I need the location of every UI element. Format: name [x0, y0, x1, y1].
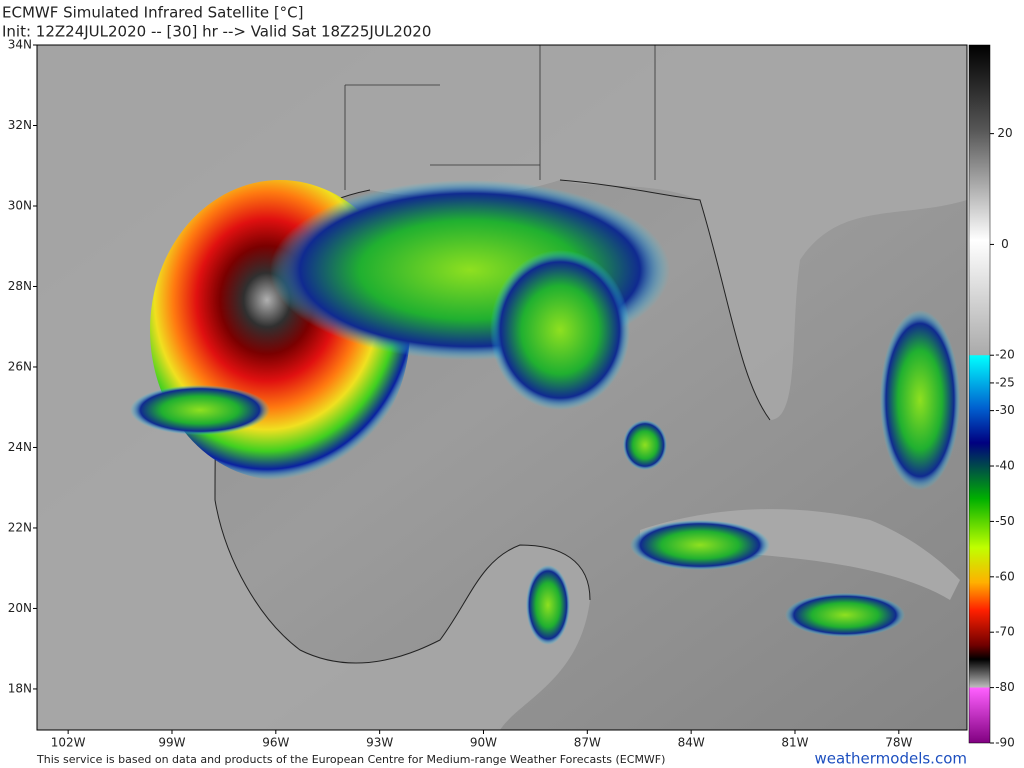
map-frame	[36, 44, 968, 731]
lat-label: 30N	[8, 198, 32, 212]
map-image	[37, 45, 967, 730]
lon-label: 81W	[781, 736, 808, 750]
colorbar-label: -70	[995, 625, 1015, 639]
colorbar-label: -60	[995, 569, 1015, 583]
lon-label: 93W	[366, 736, 393, 750]
colorbar-label: -90	[995, 736, 1015, 750]
lat-label: 24N	[8, 440, 32, 454]
colorbar-label: -25	[995, 375, 1015, 389]
lat-label: 18N	[8, 681, 32, 695]
lat-label: 28N	[8, 279, 32, 293]
credit: This service is based on data and produc…	[36, 753, 665, 766]
title: ECMWF Simulated Infrared Satellite [°C]	[2, 4, 304, 22]
cloud-band	[526, 565, 570, 645]
lat-label: 22N	[8, 520, 32, 534]
state-borders	[344, 45, 656, 190]
colorbar-label: 0	[1001, 237, 1009, 251]
lat-label: 20N	[8, 601, 32, 615]
colorbar	[968, 44, 991, 744]
colorbar-label: -20	[995, 348, 1015, 362]
colorbar-label: 20	[997, 126, 1012, 140]
cloud-band	[630, 520, 770, 570]
lon-label: 102W	[51, 736, 86, 750]
lat-label: 32N	[8, 118, 32, 132]
colorbar-label: -80	[995, 680, 1015, 694]
colorbar-label: -40	[995, 459, 1015, 473]
cloud-band	[785, 593, 905, 637]
lon-label: 78W	[885, 736, 912, 750]
lat-label: 26N	[8, 359, 32, 373]
lon-label: 87W	[574, 736, 601, 750]
colorbar-label: -50	[995, 514, 1015, 528]
lon-label: 96W	[262, 736, 289, 750]
cloud-band	[623, 420, 667, 470]
cloud-band	[880, 310, 960, 490]
subtitle: Init: 12Z24JUL2020 -- [30] hr --> Valid …	[2, 23, 431, 41]
brand: weathermodels.com	[814, 750, 967, 768]
colorbar-label: -30	[995, 403, 1015, 417]
lon-label: 84W	[678, 736, 705, 750]
lon-label: 90W	[470, 736, 497, 750]
lat-label: 34N	[8, 38, 32, 52]
lon-label: 99W	[158, 736, 185, 750]
cloud-band	[130, 385, 270, 435]
cloud-band	[490, 250, 630, 410]
